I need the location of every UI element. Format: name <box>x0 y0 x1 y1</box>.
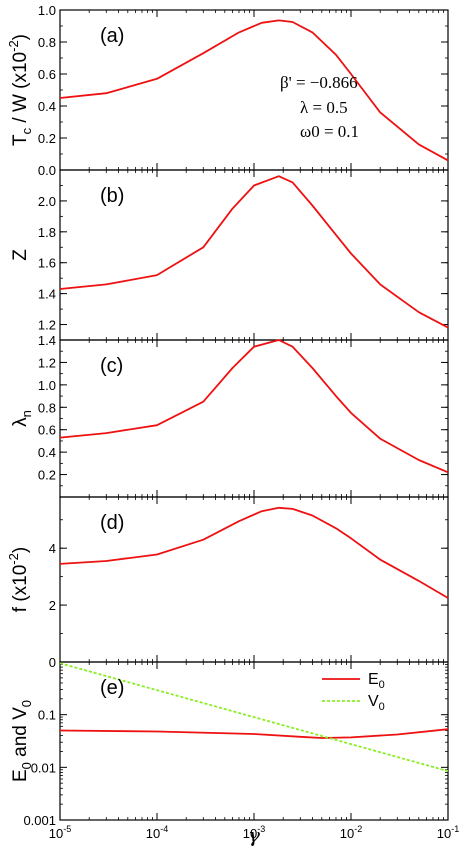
y-tick-label: 0.4 <box>38 445 56 460</box>
annotation-text: β' = −0.866 <box>280 73 358 92</box>
y-tick-label: 1.8 <box>38 225 56 240</box>
x-tick-label: 10-4 <box>146 824 168 841</box>
series-line <box>59 175 449 329</box>
y-tick-label: 1.0 <box>38 3 56 18</box>
series-line <box>59 339 449 474</box>
y-axis-label: Z <box>10 249 31 261</box>
x-axis-label: γ <box>248 823 260 847</box>
panel-label: (d) <box>100 512 124 534</box>
y-tick-label: 1.4 <box>38 287 56 302</box>
y-tick-label: 1.2 <box>38 318 56 333</box>
y-tick-label: 0.6 <box>38 67 56 82</box>
y-tick-label: 0.0 <box>38 163 56 178</box>
panel-label: (b) <box>100 185 124 207</box>
panel-a: 0.0 0.2 0.4 0.6 0.8 1.0 (a) Tc / W (x10-2) β' = … <box>6 3 449 178</box>
x-tick-label: 10-5 <box>49 824 71 841</box>
y-tick-label: 0.2 <box>38 131 56 146</box>
legend-label: V0 <box>368 693 385 713</box>
x-tick-label: 10-2 <box>340 824 362 841</box>
panel-label: (c) <box>100 355 123 377</box>
y-tick-label: 0.01 <box>31 760 56 775</box>
x-tick-label: 10-3 <box>243 824 265 841</box>
y-tick-label: 2 <box>49 598 56 613</box>
y-tick-label: 1.4 <box>38 333 56 348</box>
legend-label: E0 <box>368 671 385 691</box>
panel-c: 0.2 0.4 0.6 0.8 1.0 1.2 1.4 (c) λn <box>10 333 449 498</box>
y-axis-label: Tc / W (x10-2) <box>6 34 34 146</box>
y-tick-label: 2.0 <box>38 194 56 209</box>
y-tick-label: 0.2 <box>38 468 56 483</box>
y-axis-label: E0 and V0 <box>10 700 34 782</box>
y-tick-label: 4 <box>49 541 56 556</box>
panel-label: (a) <box>100 25 124 47</box>
y-tick-label: 0.6 <box>38 423 56 438</box>
y-tick-label: 0.001 <box>23 813 56 828</box>
y-tick-label: 0.8 <box>38 35 56 50</box>
panel-d: 2 4 (d) f (x10-2) <box>6 496 449 663</box>
panel-label: (e) <box>100 677 124 699</box>
y-tick-label: 0 <box>49 655 56 670</box>
y-tick-label: 1.2 <box>38 355 56 370</box>
y-tick-label: 1.6 <box>38 256 56 271</box>
panel-b: 1.2 1.4 1.6 1.8 2.0 (b) Z <box>10 169 449 341</box>
series-line <box>59 506 449 599</box>
x-tick-label: 10-1 <box>437 824 459 841</box>
y-tick-label: 1.0 <box>38 378 56 393</box>
y-tick-label: 0.4 <box>38 99 56 114</box>
y-axis-label: f (x10-2) <box>6 547 31 612</box>
y-tick-label: 0.1 <box>38 708 56 723</box>
annotation-text: λ = 0.5 <box>300 98 348 117</box>
y-axis-label: λn <box>10 410 34 427</box>
series-line <box>59 662 449 772</box>
series-line <box>59 728 449 739</box>
annotation-text: ω0 = 0.1 <box>300 122 359 141</box>
series-line <box>59 19 449 162</box>
y-tick-label: 0.8 <box>38 400 56 415</box>
